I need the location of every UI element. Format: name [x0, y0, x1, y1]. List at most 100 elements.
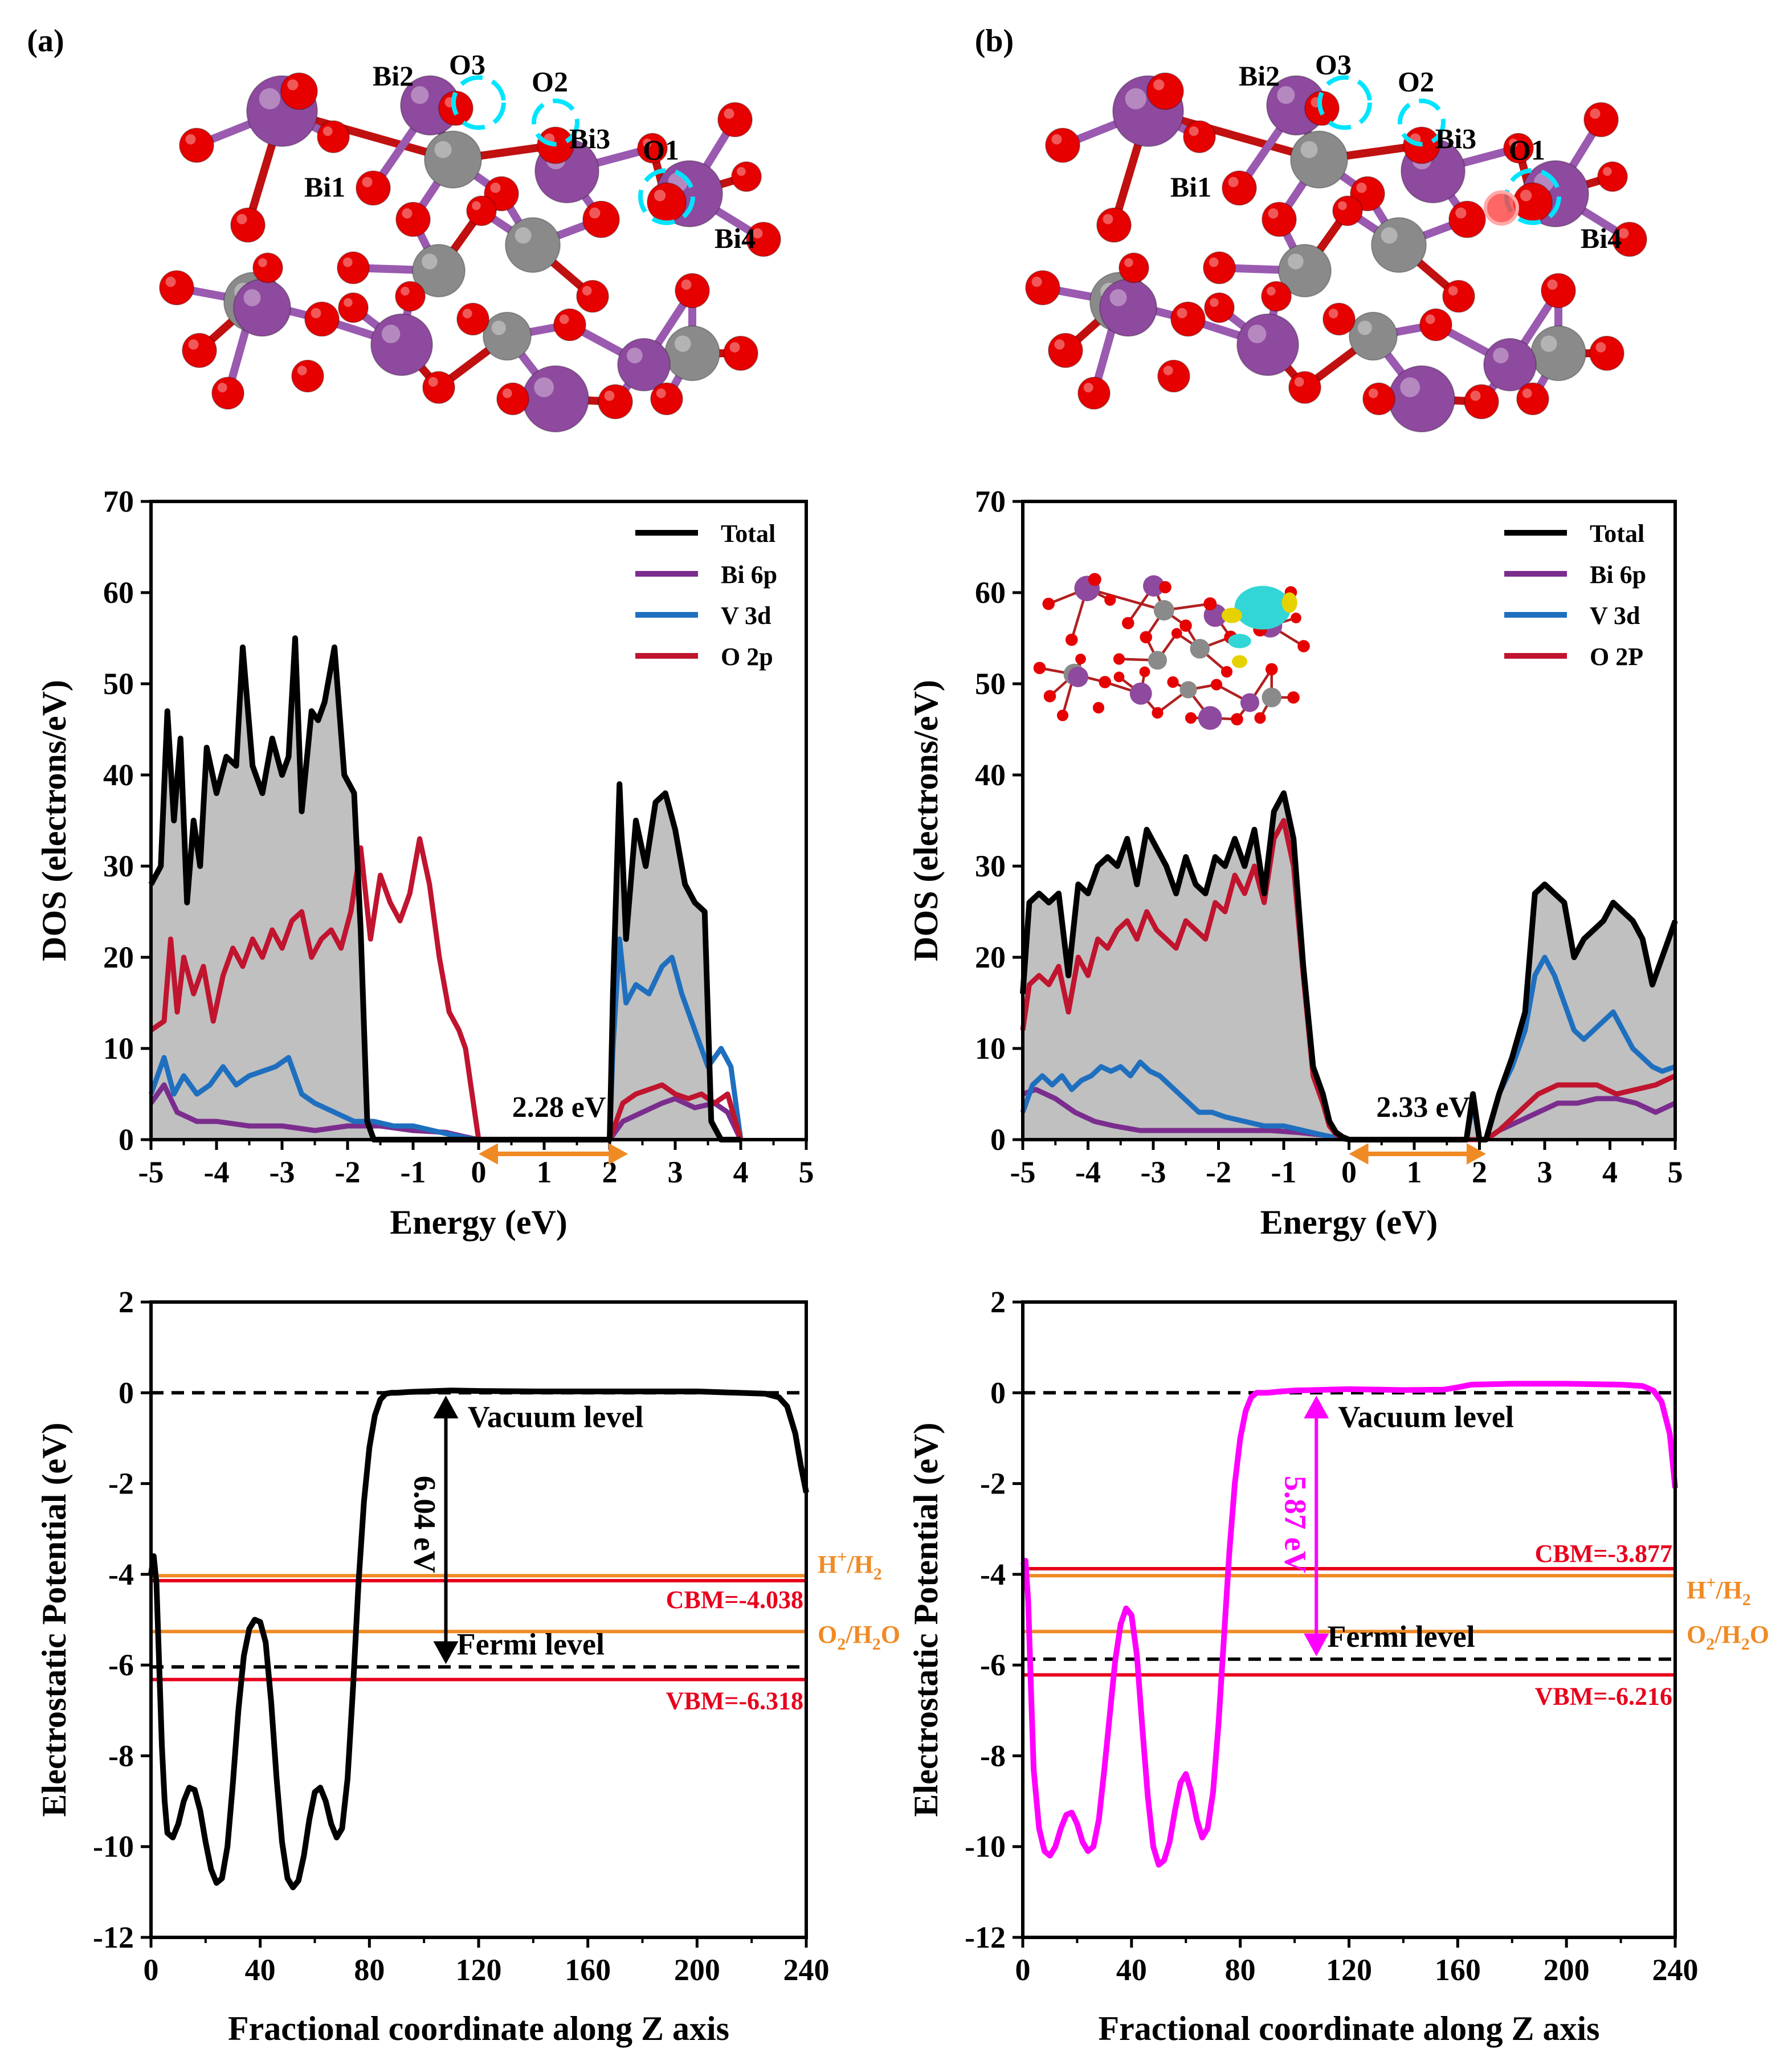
o-atom — [1262, 202, 1297, 237]
y-tick-label: 70 — [103, 484, 134, 519]
work-function-arrow-head — [1304, 1395, 1329, 1419]
x-tick-label: 2 — [1472, 1155, 1487, 1189]
inset-atom — [1262, 687, 1282, 708]
o-atom — [422, 371, 455, 404]
x-tick-label: 4 — [733, 1155, 749, 1189]
x-tick-label: 240 — [1652, 1953, 1699, 1987]
atom-highlight — [243, 289, 261, 307]
iso-surface-yellow — [1222, 607, 1242, 623]
atom-highlight — [1603, 167, 1612, 176]
y-axis-label: DOS (electrons/eV) — [35, 680, 73, 961]
atom-highlight — [311, 308, 321, 319]
x-tick-label: 80 — [354, 1953, 385, 1987]
o2h2o-part: O — [1750, 1621, 1769, 1648]
dos-line-o-2p — [149, 836, 744, 1142]
atom-highlight — [559, 314, 569, 324]
atom-highlight — [1522, 388, 1532, 398]
atom-highlight — [258, 258, 267, 267]
o-atom — [179, 128, 214, 163]
atom-highlight — [1125, 88, 1146, 109]
atom-label-o3: O3 — [1315, 48, 1352, 80]
hh2-part: 2 — [1742, 1590, 1751, 1609]
atom-highlight — [1163, 365, 1173, 376]
o-atom — [317, 120, 350, 153]
atom-highlight — [402, 208, 413, 219]
o-atom — [1203, 251, 1236, 284]
o-atom — [291, 360, 324, 393]
bi-atom — [1388, 365, 1455, 432]
atom-highlight — [656, 388, 666, 398]
atom-highlight — [1493, 348, 1509, 364]
o-atom — [1464, 384, 1499, 419]
atom-highlight — [502, 388, 512, 398]
inset-atom — [1088, 573, 1101, 586]
o-atom — [1332, 195, 1363, 226]
o-atom — [1597, 161, 1628, 192]
x-tick-label: 5 — [1668, 1155, 1683, 1189]
atom-highlight — [582, 285, 592, 296]
atom-highlight — [1054, 339, 1065, 350]
inset-atom — [1167, 676, 1179, 688]
gap-arrow-head — [479, 1143, 498, 1165]
y-tick-label: -4 — [108, 1557, 134, 1591]
crystal-structures: (a) (b) Bi1 Bi2 Bi3 Bi4 O1 O2 O3 Bi1 Bi2 Bi3 Bi4 O1 O2… — [27, 23, 1647, 432]
y-axis-label: Electrostatic Potential (eV) — [907, 1423, 945, 1817]
atom-highlight — [462, 308, 472, 319]
inset-atom — [1179, 619, 1192, 632]
x-tick-label: 80 — [1225, 1953, 1256, 1987]
x-tick-label: 1 — [1407, 1155, 1422, 1189]
atom-highlight — [491, 320, 506, 335]
potential-chart-b: 0 40 80 120 160 200 240 -12 -10 -8 -6 -4 -2 0 2 Fractio… — [907, 1285, 1769, 2047]
hh2-label: H+/H2 — [1687, 1573, 1751, 1609]
atom-highlight — [297, 365, 307, 376]
atom-highlight — [1357, 320, 1372, 335]
o-atom — [576, 280, 609, 313]
atom-highlight — [752, 228, 763, 239]
o-atom — [1419, 308, 1452, 341]
iso-surface-yellow — [1281, 592, 1297, 613]
atom-highlight — [1294, 377, 1304, 387]
atom-highlight — [1051, 134, 1062, 145]
o2h2o-part: 2 — [1741, 1635, 1750, 1654]
atom-highlight — [1381, 227, 1398, 244]
inset-atom — [1121, 617, 1134, 630]
inset-atom — [1139, 666, 1150, 678]
x-tick-label: -3 — [1141, 1155, 1166, 1189]
inset-atom — [1185, 712, 1197, 724]
atom-highlight — [362, 177, 373, 187]
atom-highlight — [1300, 141, 1318, 158]
y-tick-label: 10 — [975, 1031, 1006, 1066]
y-tick-label: 30 — [103, 849, 134, 883]
y-tick-label: -12 — [965, 1920, 1006, 1954]
bi-atom — [522, 365, 589, 432]
y-tick-label: 60 — [975, 576, 1006, 610]
atom-highlight — [643, 138, 652, 148]
x-tick-label: 3 — [1537, 1155, 1553, 1189]
atom-highlight — [236, 214, 247, 225]
atom-highlight — [534, 377, 554, 398]
o-atom — [1513, 182, 1553, 222]
hh2-part: H — [1687, 1576, 1706, 1604]
atom-highlight — [737, 167, 746, 176]
v-atom — [424, 130, 482, 189]
atom-highlight — [1189, 126, 1199, 136]
y-tick-label: 40 — [975, 758, 1006, 792]
inset-atom — [1129, 682, 1152, 705]
inset-atom — [1297, 640, 1310, 652]
o2h2o-label: O2/H2O — [1687, 1621, 1769, 1654]
band-gap-label: 2.28 eV — [512, 1091, 606, 1124]
y-tick-label: -2 — [980, 1467, 1006, 1501]
atom-highlight — [1267, 287, 1276, 296]
gap-arrow-head — [1349, 1143, 1369, 1165]
inset-atom — [1198, 706, 1222, 730]
gap-arrow-head — [1466, 1143, 1486, 1165]
o2h2o-part: 2 — [837, 1635, 846, 1654]
legend-entry: Bi 6p — [721, 561, 777, 589]
atom-label-o1: O1 — [643, 134, 679, 166]
atom-label-o2: O2 — [1398, 66, 1434, 97]
work-function-label: 5.87 eV — [1278, 1476, 1312, 1573]
o2h2o-part: /H — [1714, 1621, 1741, 1648]
o-atom — [1516, 382, 1549, 415]
x-tick-label: -1 — [401, 1155, 426, 1189]
